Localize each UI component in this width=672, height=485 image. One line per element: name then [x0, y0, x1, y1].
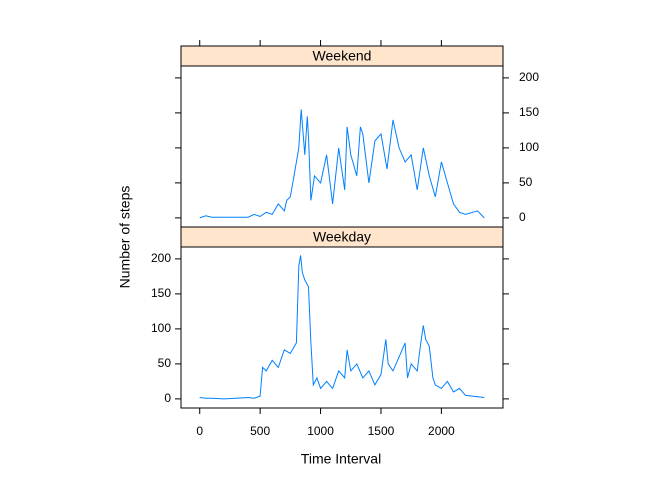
x-axis-label: Time Interval	[301, 451, 381, 467]
y-tick-label: 150	[151, 286, 171, 300]
y-tick-label: 200	[151, 251, 171, 265]
x-tick-label: 0	[196, 424, 203, 438]
y-tick-label: 150	[519, 105, 539, 119]
y-tick-label: 0	[519, 210, 526, 224]
strip-label: Weekend	[313, 48, 372, 64]
x-tick-label: 1000	[307, 424, 334, 438]
y-tick-label: 50	[158, 356, 172, 370]
y-tick-label: 200	[519, 70, 539, 84]
panel-border	[180, 246, 504, 409]
y-tick-label: 100	[151, 321, 171, 335]
y-tick-label: 0	[164, 391, 171, 405]
y-axis-label: Number of steps	[117, 186, 133, 289]
data-line	[199, 255, 485, 400]
data-line	[199, 109, 485, 219]
y-tick-label: 50	[519, 175, 533, 189]
x-tick-label: 500	[250, 424, 270, 438]
strip-label: Weekday	[313, 229, 371, 245]
x-tick-label: 2000	[428, 424, 455, 438]
panel-border	[180, 65, 504, 228]
y-tick-label: 100	[519, 140, 539, 154]
x-tick-label: 1500	[368, 424, 395, 438]
